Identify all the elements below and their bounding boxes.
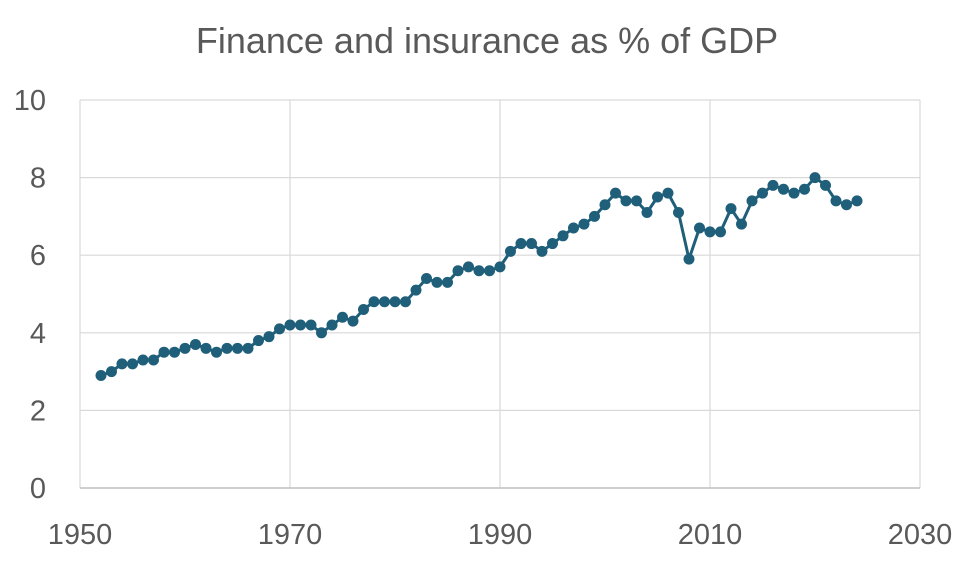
y-tick-label: 6 [30, 240, 46, 272]
data-point [169, 346, 180, 358]
data-point [389, 296, 401, 308]
data-point [232, 342, 243, 354]
x-tick-label: 1990 [468, 519, 533, 551]
data-point [484, 265, 495, 277]
data-point [641, 207, 653, 219]
data-point [673, 207, 684, 219]
data-point [284, 319, 296, 331]
chart-title: Finance and insurance as % of GDP [196, 20, 778, 61]
data-point [400, 296, 411, 308]
data-point [599, 199, 611, 211]
data-point [704, 226, 716, 238]
data-point [358, 304, 369, 316]
x-tick-label: 2030 [888, 519, 953, 551]
x-tick-label: 1970 [258, 519, 323, 551]
data-point [547, 238, 558, 250]
data-point [211, 346, 222, 358]
data-point [379, 296, 390, 308]
data-point [242, 342, 254, 354]
data-point [757, 187, 768, 199]
data-point [179, 342, 191, 354]
data-point [127, 358, 138, 370]
data-point [274, 323, 285, 335]
data-point [631, 195, 642, 207]
data-point [368, 296, 380, 308]
data-point [578, 218, 590, 230]
data-point [263, 331, 275, 343]
data-point [106, 366, 117, 378]
y-tick-label: 4 [30, 318, 46, 350]
data-point [652, 191, 663, 203]
data-point [610, 187, 621, 199]
data-point [809, 172, 821, 184]
data-point [473, 265, 485, 277]
data-point [305, 319, 317, 331]
data-point [505, 245, 516, 257]
data-point [190, 338, 201, 350]
data-point [526, 238, 537, 250]
y-tick-label: 0 [30, 473, 46, 505]
data-point [694, 222, 705, 234]
data-point [799, 183, 810, 195]
data-point [620, 195, 632, 207]
data-point [95, 369, 107, 381]
data-point [148, 354, 159, 366]
data-point [137, 354, 149, 366]
gridlines [79, 99, 921, 488]
y-tick-label: 2 [30, 395, 46, 427]
data-point [851, 195, 863, 207]
data-point [662, 187, 674, 199]
data-point [253, 335, 264, 347]
data-point [568, 222, 579, 234]
data-point [589, 210, 600, 222]
y-tick-label: 10 [14, 85, 46, 117]
data-point [767, 179, 779, 191]
data-point [536, 245, 548, 257]
data-point [736, 218, 747, 230]
data-point [820, 179, 831, 191]
x-tick-label: 1950 [48, 519, 113, 551]
data-point [715, 226, 726, 238]
data-point [683, 253, 695, 265]
data-point [347, 315, 359, 327]
data-point [557, 230, 569, 242]
data-point [200, 342, 212, 354]
data-point [725, 203, 737, 215]
data-point [431, 276, 443, 288]
data-point [295, 319, 306, 331]
y-tick-label: 8 [30, 163, 46, 195]
data-point [316, 327, 327, 339]
data-point [515, 238, 527, 250]
data-point [158, 346, 170, 358]
series-line [100, 176, 858, 377]
data-series [95, 172, 863, 381]
data-point [421, 272, 432, 284]
data-point [442, 276, 453, 288]
data-point [788, 187, 800, 199]
data-point [746, 195, 758, 207]
data-point [221, 342, 233, 354]
data-point [410, 284, 422, 296]
data-point [452, 265, 464, 277]
data-point [778, 183, 789, 195]
data-point [337, 311, 348, 323]
data-point [116, 358, 128, 370]
x-tick-label: 2010 [678, 519, 743, 551]
data-point [463, 261, 474, 273]
data-point [830, 195, 842, 207]
data-point [841, 199, 852, 211]
data-point [494, 261, 506, 273]
data-point [326, 319, 338, 331]
tick-labels: 0 2 4 6 8 10 1950 1970 1990 2010 2030 [14, 85, 953, 551]
